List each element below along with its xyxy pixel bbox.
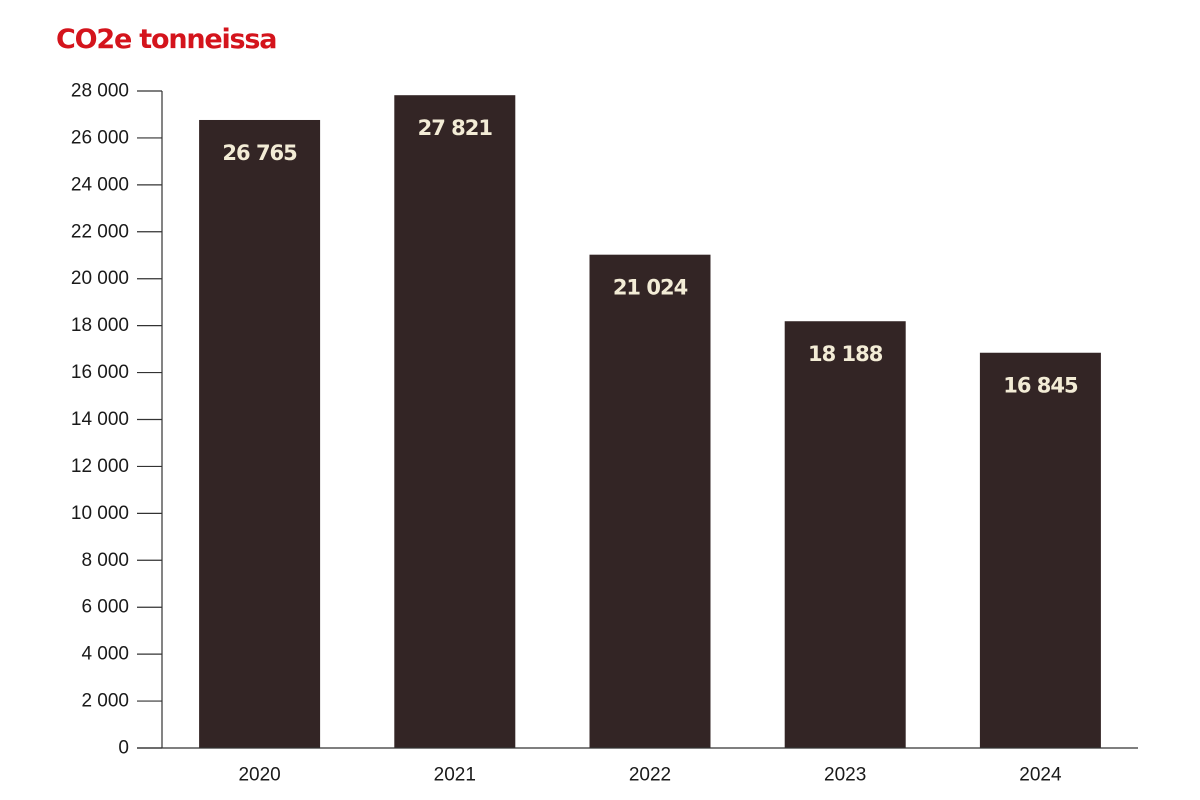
y-tick-label: 16 000 (71, 362, 129, 383)
bar-2023 (784, 321, 906, 748)
bar-2020 (199, 119, 321, 748)
y-axis: 0 2 000 4 000 6 000 8 000 10 000 12 000 14 000 1… (71, 81, 163, 759)
x-tick-label: 2021 (434, 765, 476, 786)
y-tick-label: 12 000 (71, 456, 129, 477)
data-label-2021: 27 821 (418, 116, 493, 140)
y-tick-label: 26 000 (71, 127, 129, 148)
bar-2021 (394, 95, 516, 749)
y-tick-label: 4 000 (81, 644, 129, 665)
y-tick-label: 6 000 (81, 597, 129, 618)
x-tick-label: 2020 (238, 765, 280, 786)
y-tick-label: 14 000 (71, 409, 129, 430)
data-label-2024: 16 845 (1003, 374, 1078, 398)
y-tick-label: 24 000 (71, 174, 129, 195)
y-tick-label: 22 000 (71, 221, 129, 242)
y-tick-label: 2 000 (81, 691, 129, 712)
x-tick-label: 2023 (824, 765, 866, 786)
x-axis: 2020 2021 2022 2023 2024 (137, 747, 1138, 786)
data-label-2022: 21 024 (613, 276, 688, 300)
bar-2022 (589, 254, 711, 748)
y-tick-label: 0 (118, 738, 129, 759)
data-label-2020: 26 765 (222, 141, 297, 165)
x-tick-label: 2024 (1019, 765, 1062, 786)
y-tick-label: 18 000 (71, 315, 129, 336)
y-tick-label: 10 000 (71, 503, 129, 524)
chart-title: CO2e tonneissa (56, 24, 277, 55)
y-tick-label: 28 000 (71, 81, 129, 102)
bar-2024 (979, 352, 1101, 748)
y-tick-label: 8 000 (81, 550, 129, 571)
bars: 26 765 27 821 21 024 18 188 16 845 (199, 95, 1101, 749)
y-tick-label: 20 000 (71, 268, 129, 289)
data-label-2023: 18 188 (808, 342, 883, 366)
x-tick-label: 2022 (629, 765, 671, 786)
